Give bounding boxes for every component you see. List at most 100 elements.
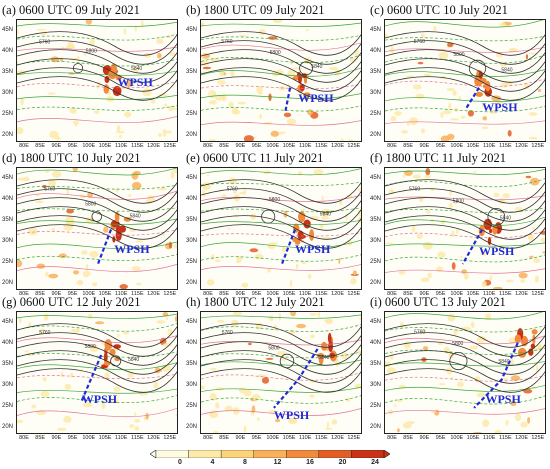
map-canvas: 5760 5800 5840 [17, 312, 177, 433]
longitude-tick-label: 115E [315, 291, 328, 297]
contour-label: 5760 [414, 330, 425, 336]
geopotential-contour [385, 31, 545, 56]
precip-cell [227, 227, 231, 230]
precip-cell [206, 174, 209, 177]
precip-cell [469, 345, 479, 350]
precip-cell [51, 171, 62, 178]
precip-cell [317, 312, 321, 318]
precip-cell [201, 22, 205, 26]
geopotential-contour [385, 67, 545, 92]
precip-cell [529, 112, 538, 116]
precip-cell [231, 319, 239, 327]
latitude-tick-label: 20N [186, 424, 198, 430]
longitude-tick-label: 110E [298, 435, 312, 441]
wind-streamline [17, 70, 177, 76]
longitude-labels: 80E 85E 90E 95E 100E 105E 110E 115E 120E 125E [384, 435, 546, 444]
precip-cell [243, 389, 252, 397]
closed-low-contour [449, 352, 468, 371]
heavy-precip-cell [328, 340, 333, 353]
precip-cell [402, 422, 412, 429]
longitude-labels: 80E 85E 90E 95E 100E 105E 110E 115E 120E 125E [16, 291, 178, 300]
latitude-tick-label: 35N [370, 217, 382, 223]
precip-cell [95, 321, 105, 325]
heavy-precip-cell [297, 230, 304, 240]
longitude-tick-label: 90E [51, 143, 62, 149]
precip-cell [436, 266, 444, 273]
latitude-tick-label: 20N [2, 424, 14, 430]
latitude-tick-label: 40N [370, 196, 382, 202]
trough-line [284, 87, 292, 113]
geopotential-contour [385, 49, 545, 74]
geopotential-contour [17, 76, 177, 101]
precip-cell [81, 250, 88, 255]
geopotential-contour [385, 179, 545, 204]
precip-cell [321, 216, 330, 220]
latitude-tick-label: 40N [370, 340, 382, 346]
latitude-tick-label: 25N [370, 111, 382, 117]
longitude-tick-label: 120E [515, 143, 529, 149]
contour-label: 5840 [130, 214, 141, 220]
precip-cell [17, 259, 23, 268]
longitude-tick-label: 100E [82, 143, 96, 149]
geopotential-contour [385, 350, 545, 375]
latitude-tick-label: 40N [186, 196, 198, 202]
precip-cell [208, 100, 217, 105]
precip-cell [209, 393, 217, 401]
wind-streamline [201, 54, 361, 63]
wind-streamline [17, 241, 177, 250]
precip-cell [423, 73, 432, 77]
precip-cell [537, 89, 542, 92]
contour-label: 5840 [499, 359, 510, 365]
wpsh-label: WPSH [273, 407, 310, 422]
geopotential-contour [385, 76, 545, 101]
precip-cell [17, 29, 19, 35]
contour-label: 5800 [453, 199, 464, 205]
precip-cell [275, 418, 281, 423]
wpsh-label: WPSH [298, 91, 334, 106]
longitude-labels: 80E 85E 90E 95E 100E 105E 110E 115E 120E 125E [16, 143, 178, 152]
precip-cell [269, 315, 274, 322]
longitude-tick-label: 115E [131, 291, 144, 297]
precip-cell [476, 336, 487, 343]
precip-cell [416, 233, 423, 239]
precip-cell [136, 282, 142, 286]
latitude-tick-label: 35N [2, 361, 14, 367]
precip-cell [520, 279, 526, 283]
precip-cell [157, 187, 168, 191]
contour-label: 5800 [452, 341, 463, 347]
precip-cell [307, 109, 314, 116]
precip-cell [482, 419, 490, 427]
panel-title: (b) 1800 UTC 09 July 2021 [186, 3, 325, 17]
precip-cell [202, 190, 206, 198]
wind-streamline [201, 219, 361, 226]
precip-cell [446, 88, 455, 91]
geopotential-contour [201, 31, 361, 56]
precip-cell [534, 275, 539, 283]
precip-cell [514, 206, 523, 211]
longitude-tick-label: 95E [67, 143, 78, 149]
precip-cell [237, 101, 246, 105]
geopotential-contour [201, 197, 361, 222]
panel-title: (g) 0600 UTC 12 July 2021 [2, 295, 141, 309]
map-canvas: 5760 5800 5840 [385, 168, 545, 289]
closed-low-contour [110, 355, 122, 367]
wind-streamline [17, 263, 177, 273]
geopotential-contour [17, 368, 177, 393]
precip-cell [450, 118, 459, 121]
colorbar-tick-label: 8 [243, 459, 247, 466]
wind-streamline [385, 195, 545, 201]
precip-cell [119, 284, 128, 289]
latitude-labels: 45N 40N 35N 30N 25N 20N [186, 167, 200, 290]
precip-cell [134, 412, 137, 417]
precip-cell [449, 189, 452, 196]
precip-cell [66, 188, 70, 195]
contour-label: 5760 [221, 39, 232, 45]
latitude-tick-label: 45N [2, 27, 14, 33]
wind-streamline [201, 42, 361, 51]
closed-low-contour [279, 353, 295, 369]
precip-cell [221, 194, 227, 198]
precip-cell [341, 352, 349, 360]
latitude-tick-label: 20N [370, 132, 382, 138]
precip-cell [385, 34, 389, 38]
precip-cell [448, 102, 452, 110]
